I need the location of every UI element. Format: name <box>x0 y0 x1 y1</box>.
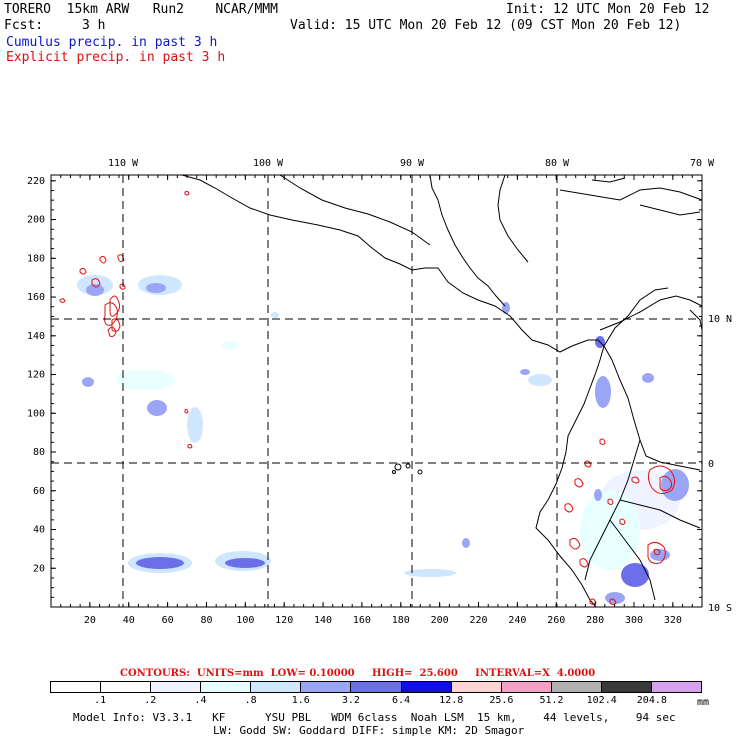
top-lon-label: 100 W <box>253 158 284 169</box>
colorbar-swatch <box>151 682 202 692</box>
colorbar-swatch <box>201 682 252 692</box>
cumulus-legend: Cumulus precip. in past 3 h <box>6 35 218 50</box>
bottom-tick-label: 200 <box>431 615 449 626</box>
colorbar-label: .1 <box>94 695 107 706</box>
bottom-tick-label: 300 <box>625 615 643 626</box>
colorbar-label: 51.2 <box>539 695 564 706</box>
forecast-label: Fcst: <box>4 18 44 33</box>
left-tick-label: 20 <box>33 563 45 574</box>
top-lon-label: 80 W <box>545 158 570 169</box>
precip-colorbar <box>50 681 702 693</box>
left-tick-label: 100 <box>27 408 45 419</box>
colorbar-label: 12.8 <box>439 695 464 706</box>
lat-lon-grid <box>51 175 702 607</box>
model-info-line2: LW: Godd SW: Goddard DIFF: simple KM: 2D… <box>213 724 525 737</box>
right-lat-label: 10 N <box>708 314 732 325</box>
colorbar-swatch <box>551 682 602 692</box>
bottom-tick-label: 140 <box>314 615 332 626</box>
colorbar-label: 3.2 <box>341 695 360 706</box>
left-tick-label: 60 <box>33 486 45 497</box>
top-lon-label: 70 W <box>690 158 715 169</box>
explicit-legend: Explicit precip. in past 3 h <box>6 50 226 65</box>
left-tick-label: 200 <box>27 215 45 226</box>
axis-tick-labels: 220 200 180 160 140 120 100 80 60 40 20 20 40 60 80 100… <box>27 158 732 626</box>
right-lat-label: 0 <box>708 459 714 470</box>
colorbar-label: 25.6 <box>489 695 514 706</box>
left-tick-label: 160 <box>27 292 45 303</box>
colorbar-swatch <box>101 682 152 692</box>
cumulus-precip-shading <box>77 275 689 604</box>
bottom-tick-label: 60 <box>162 615 174 626</box>
colorbar-swatch <box>251 682 302 692</box>
left-tick-label: 180 <box>27 253 45 264</box>
bottom-tick-label: 40 <box>123 615 135 626</box>
left-tick-label: 120 <box>27 370 45 381</box>
left-tick-label: 80 <box>33 447 45 458</box>
colorbar-swatch <box>351 682 402 692</box>
colorbar-swatch <box>301 682 352 692</box>
colorbar-label: 204.8 <box>636 695 667 706</box>
top-lon-label: 110 W <box>108 158 139 169</box>
plot-frame <box>50 174 703 608</box>
right-lat-label: 10 S <box>708 603 732 614</box>
bottom-tick-label: 280 <box>586 615 604 626</box>
bottom-tick-label: 260 <box>547 615 565 626</box>
bottom-tick-label: 120 <box>275 615 293 626</box>
bottom-tick-label: 180 <box>392 615 410 626</box>
colorbar-label: 1.6 <box>291 695 310 706</box>
init-time: Init: 12 UTC Mon 20 Feb 12 <box>506 2 710 17</box>
colorbar-swatch <box>601 682 652 692</box>
valid-time: Valid: 15 UTC Mon 20 Feb 12 (09 CST Mon … <box>290 18 682 33</box>
left-tick-label: 40 <box>33 525 45 536</box>
colorbar-swatch <box>401 682 452 692</box>
bottom-tick-label: 100 <box>236 615 254 626</box>
colorbar-swatch <box>451 682 502 692</box>
colorbar-label: 102.4 <box>586 695 617 706</box>
bottom-tick-label: 220 <box>469 615 487 626</box>
colorbar-swatch <box>651 682 702 692</box>
left-tick-label: 140 <box>27 331 45 342</box>
colorbar-unit: mm <box>697 697 710 708</box>
colorbar-label: 6.4 <box>392 695 411 706</box>
colorbar-swatch <box>51 682 102 692</box>
axis-ticks <box>50 175 703 608</box>
bottom-tick-label: 20 <box>84 615 96 626</box>
bottom-tick-label: 80 <box>200 615 212 626</box>
coastlines <box>181 174 703 607</box>
model-title: TORERO 15km ARW Run2 NCAR/MMM <box>4 2 278 17</box>
colorbar-label: .4 <box>194 695 207 706</box>
bottom-tick-label: 240 <box>508 615 526 626</box>
model-info-line1: Model Info: V3.3.1 KF YSU PBL WDM 6class… <box>73 711 676 724</box>
top-lon-label: 90 W <box>400 158 425 169</box>
forecast-value: 3 h <box>82 18 106 33</box>
explicit-precip-contours <box>59 190 676 605</box>
bottom-tick-label: 160 <box>353 615 371 626</box>
left-tick-label: 220 <box>27 176 45 187</box>
contour-info: CONTOURS: UNITS=mm LOW= 0.10000 HIGH= 25… <box>120 668 596 679</box>
colorbar-label: .2 <box>144 695 157 706</box>
colorbar-label: .8 <box>244 695 257 706</box>
colorbar-swatch <box>501 682 552 692</box>
bottom-tick-label: 320 <box>664 615 682 626</box>
